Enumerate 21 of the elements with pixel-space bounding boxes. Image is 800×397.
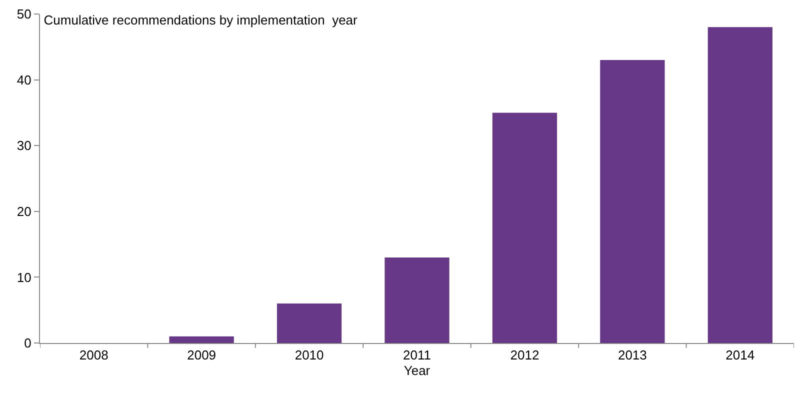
x-tick-label: 2014: [726, 348, 755, 363]
x-tick-label: 2008: [79, 348, 108, 363]
bar: [708, 27, 772, 343]
x-tick-label: 2012: [510, 348, 540, 363]
chart-title: Cumulative recommendations by implementation year: [44, 12, 358, 28]
y-tick-label: 40: [16, 72, 32, 88]
x-tick-label: 2013: [618, 348, 647, 363]
y-tick-label: 50: [16, 6, 32, 22]
x-tick-label: 2009: [187, 348, 216, 363]
bar: [600, 60, 665, 343]
y-tick-label: 30: [16, 138, 32, 154]
x-tick-label: 2010: [294, 348, 324, 363]
y-tick-label: 20: [16, 204, 32, 219]
bar: [492, 112, 558, 343]
x-axis-title: Year: [404, 363, 431, 378]
y-tick-label: 0: [24, 336, 32, 351]
bar: [276, 304, 342, 343]
bar: [384, 257, 450, 343]
y-tick-label: 10: [16, 270, 32, 285]
bar: [169, 336, 234, 343]
x-tick-label: 2011: [403, 348, 431, 363]
